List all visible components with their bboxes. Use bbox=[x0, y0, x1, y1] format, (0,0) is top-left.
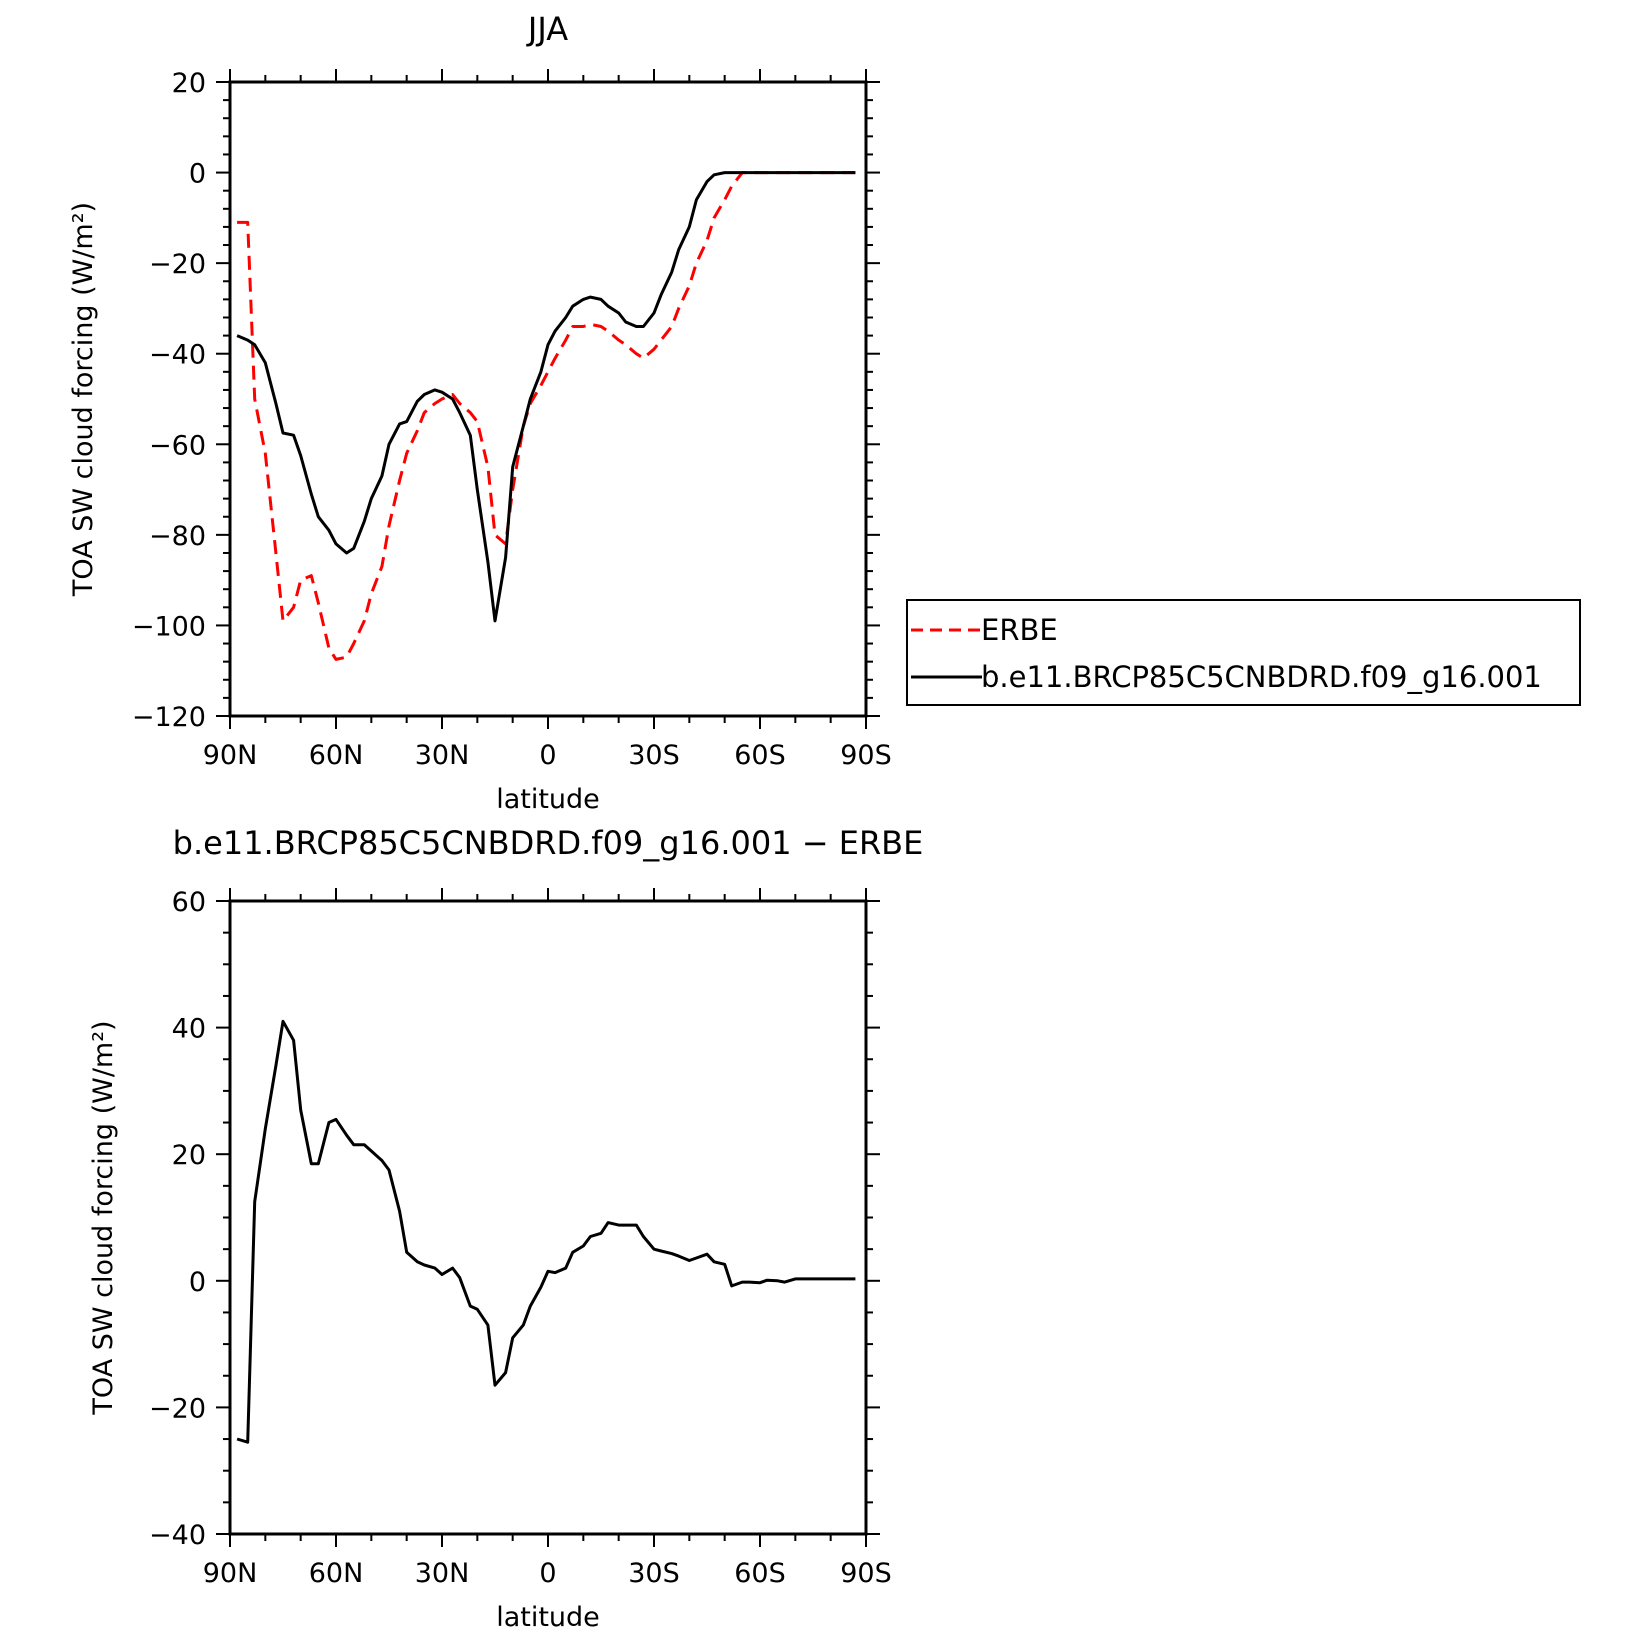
y-tick-label: −120 bbox=[132, 702, 206, 733]
x-tick-label: 30S bbox=[628, 1558, 680, 1589]
x-tick-label: 90S bbox=[840, 1558, 892, 1589]
y-tick-label: 20 bbox=[172, 68, 206, 99]
y-tick-label: −60 bbox=[149, 430, 206, 461]
series-line-0 bbox=[237, 171, 856, 661]
x-tick-label: 30S bbox=[628, 740, 680, 771]
bottom-panel-chart: b.e11.BRCP85C5CNBDRD.f09_g16.001 − ERBE 9… bbox=[88, 824, 923, 1633]
y-tick-label: 0 bbox=[189, 1267, 206, 1298]
y-tick-label: −80 bbox=[149, 521, 206, 552]
y-tick-label: −20 bbox=[149, 249, 206, 280]
x-tick-label: 90S bbox=[840, 740, 892, 771]
plot-frame bbox=[228, 899, 868, 1536]
top-panel-chart: JJA 90N 60N 30N 0 30S 60S 90S latitude 20 0 −20 −40 −… bbox=[68, 10, 892, 815]
legend-label: b.e11.BRCP85C5CNBDRD.f09_g16.001 bbox=[981, 660, 1542, 694]
series-line-0 bbox=[236, 1019, 856, 1444]
x-tick-label: 90N bbox=[203, 1558, 258, 1589]
y-tick-label: 20 bbox=[172, 1140, 206, 1171]
y-tick-label: −20 bbox=[149, 1393, 206, 1424]
x-axis-title: latitude bbox=[496, 1602, 600, 1633]
chart-title: JJA bbox=[526, 10, 568, 48]
y-tick-label: 40 bbox=[172, 1014, 206, 1045]
series-line-1 bbox=[236, 171, 856, 623]
legend-box bbox=[906, 599, 1581, 706]
x-tick-label: 60N bbox=[309, 740, 364, 771]
y-tick-label: 60 bbox=[172, 887, 206, 918]
y-axis-title: TOA SW cloud forcing (W/m²) bbox=[68, 202, 99, 597]
x-tick-label: 60S bbox=[734, 1558, 786, 1589]
plot-frame bbox=[228, 80, 868, 718]
y-axis-title: TOA SW cloud forcing (W/m²) bbox=[88, 1020, 119, 1415]
x-tick-label: 0 bbox=[539, 1558, 556, 1589]
x-axis-title: latitude bbox=[496, 784, 600, 815]
y-tick-label: −100 bbox=[132, 611, 206, 642]
y-tick-label: −40 bbox=[149, 340, 206, 371]
x-tick-label: 30N bbox=[415, 1558, 470, 1589]
legend-label: ERBE bbox=[981, 613, 1058, 647]
chart-title: b.e11.BRCP85C5CNBDRD.f09_g16.001 − ERBE bbox=[173, 824, 924, 862]
legend: ERBE b.e11.BRCP85C5CNBDRD.f09_g16.001 bbox=[906, 599, 1581, 706]
x-tick-label: 30N bbox=[415, 740, 470, 771]
x-tick-label: 60S bbox=[734, 740, 786, 771]
y-tick-label: −40 bbox=[149, 1520, 206, 1551]
y-tick-label: 0 bbox=[189, 159, 206, 190]
x-tick-label: 90N bbox=[203, 740, 258, 771]
x-tick-label: 0 bbox=[539, 740, 556, 771]
x-tick-label: 60N bbox=[309, 1558, 364, 1589]
